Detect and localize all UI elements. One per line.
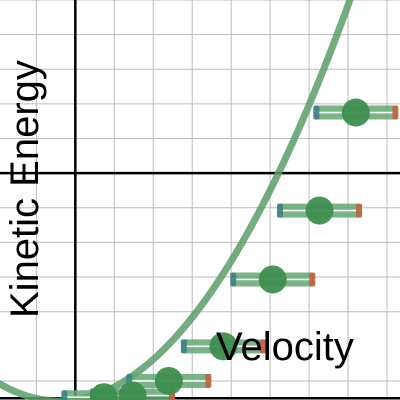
data-point-2 <box>118 381 147 400</box>
data-point-3 <box>154 366 183 395</box>
error-bar-left-cap <box>313 105 320 120</box>
data-point-1 <box>89 383 118 400</box>
data-points-layer <box>89 98 370 400</box>
data-point-4 <box>209 332 238 361</box>
error-bar-right-cap <box>205 373 212 388</box>
error-bar-left-cap <box>180 339 187 354</box>
error-bar-right-cap <box>392 105 399 120</box>
y-axis-label: Kinetic Energy <box>3 60 47 318</box>
data-point-7 <box>341 98 370 127</box>
error-bar-right-cap <box>309 272 316 287</box>
data-point-6 <box>305 196 334 225</box>
error-bar-left-cap <box>230 272 237 287</box>
error-bar-right-cap <box>259 339 266 354</box>
x-axis-label: Velocity <box>216 325 354 369</box>
error-bar-left-cap <box>276 203 283 218</box>
data-point-5 <box>258 265 287 294</box>
error-bar-left-cap <box>61 390 68 400</box>
error-bar-right-cap <box>356 203 363 218</box>
